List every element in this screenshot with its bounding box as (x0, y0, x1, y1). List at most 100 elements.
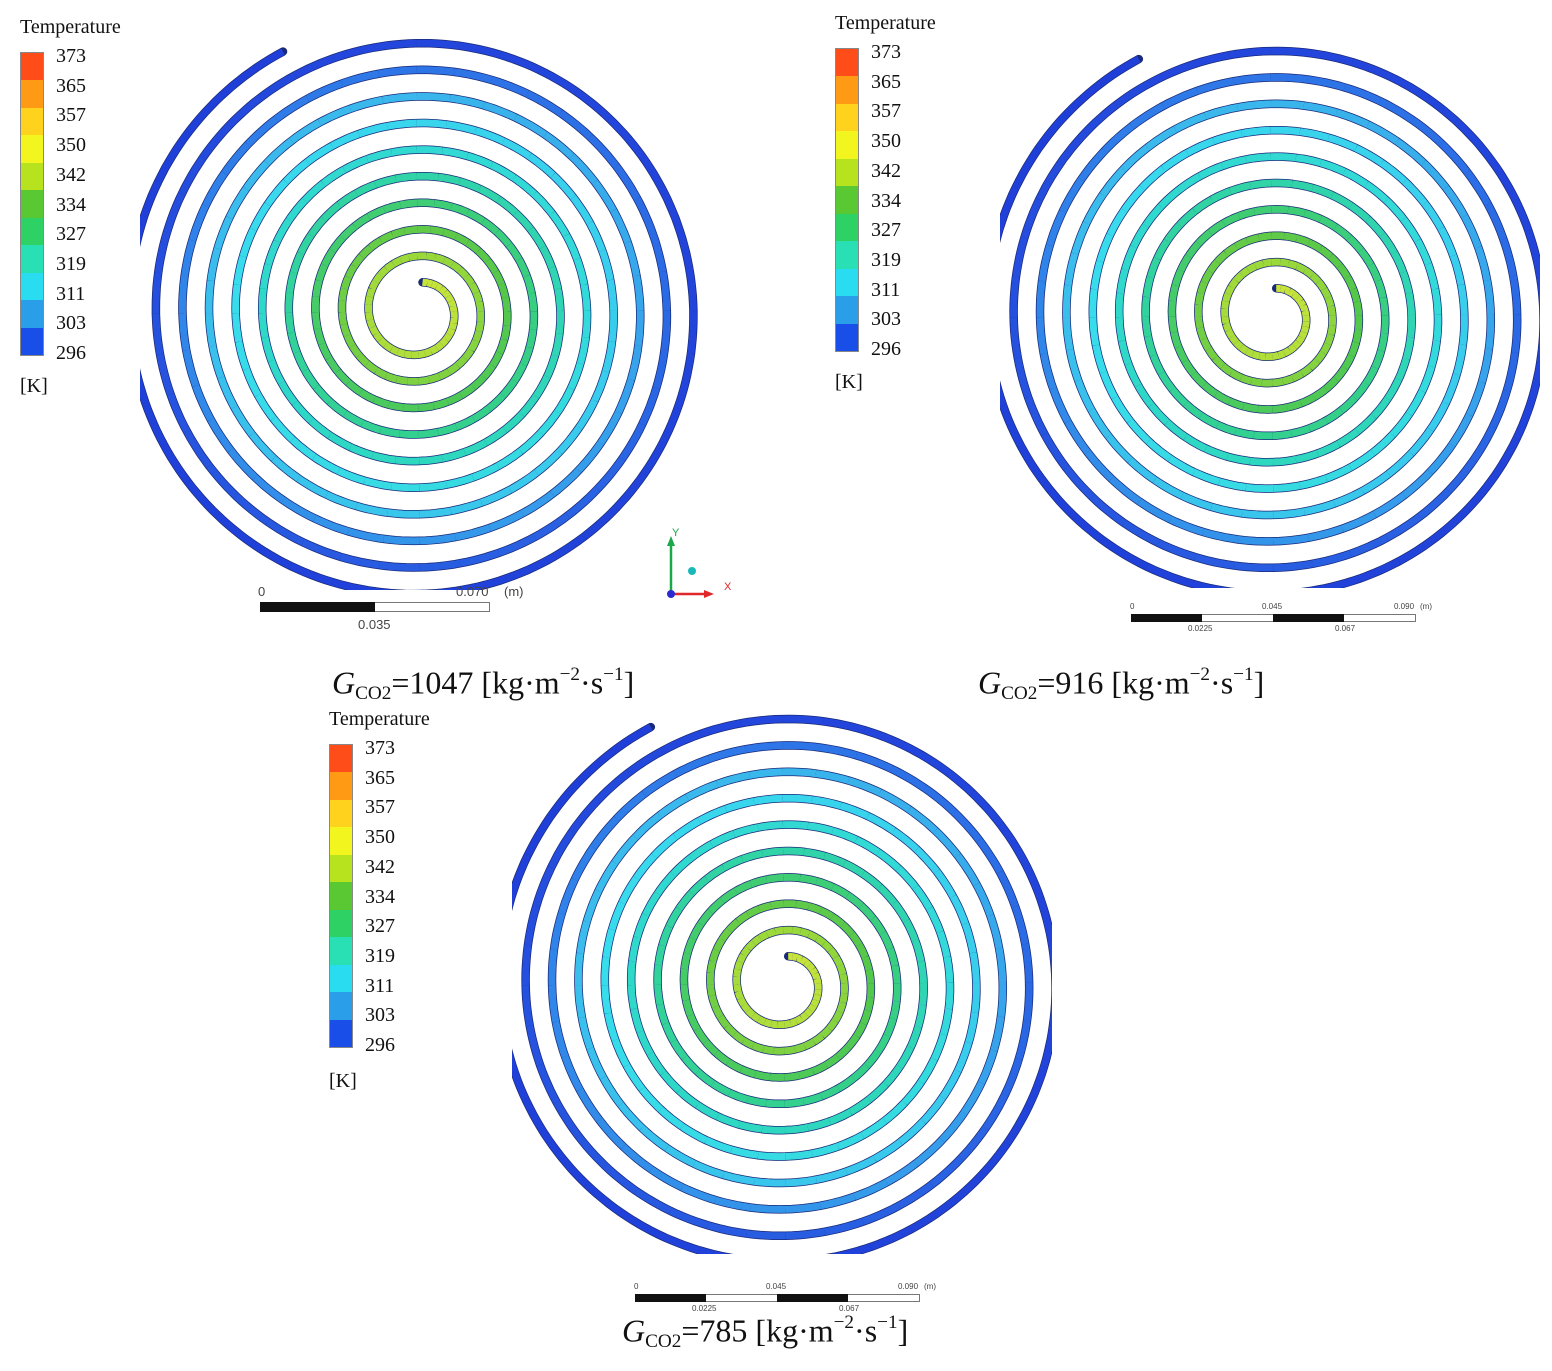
spiral-tube-segment (501, 296, 511, 312)
spiral-tube-segment (416, 146, 443, 155)
spiral-tube-segment (374, 175, 397, 188)
spiral-tube-segment (687, 1013, 701, 1031)
spiral-tube-segment (1192, 468, 1221, 486)
legend-tick-label: 350 (56, 134, 86, 157)
spiral-tube-segment (1365, 216, 1385, 238)
spiral-tube-segment (387, 401, 405, 411)
spiral-tube-segment (1485, 154, 1515, 194)
spiral-tube-segment (639, 1125, 669, 1151)
spiral-tube-segment (1300, 365, 1313, 377)
spiral-tube-segment (753, 1177, 786, 1187)
spiral-tube-segment (292, 400, 314, 424)
spiral-tube-segment (500, 325, 511, 341)
spiral-tube-segment (733, 968, 742, 978)
spiral-tube-segment (1046, 209, 1066, 247)
spiral-tube-segment (1449, 254, 1465, 286)
spiral-tube-segment (359, 245, 373, 259)
spiral-tube-segment (1290, 425, 1311, 437)
spiral-tube-segment (1120, 144, 1150, 172)
scale-label-mid: 0.045 (1262, 602, 1283, 611)
spiral-tube-segment (1425, 95, 1463, 128)
caption-symbol: G (332, 664, 356, 701)
spiral-tube-segment (1295, 262, 1307, 274)
spiral-tube-segment (860, 1009, 872, 1026)
spiral-tube-segment (1333, 487, 1365, 507)
spiral-tube-segment (1220, 363, 1234, 376)
spiral-tube-segment (819, 907, 835, 920)
spiral-tube-segment (340, 223, 358, 241)
spiral-tube-segment (1270, 100, 1305, 110)
spiral-tube-segment (434, 341, 445, 352)
spiral-tube-segment (500, 378, 518, 398)
spiral-tube-segment (1142, 316, 1152, 338)
spiral-tube-segment (804, 1007, 814, 1017)
spiral-tube-segment (670, 1039, 688, 1060)
spiral-tube-segment (634, 148, 664, 188)
spiral-tube-segment (926, 906, 944, 934)
spiral-tube-segment (710, 1080, 731, 1096)
spiral-tube-segment (1116, 268, 1129, 294)
spiral-tube-segment (496, 196, 518, 216)
spiral-tube-segment (807, 822, 834, 835)
spiral-tube-segment (396, 348, 406, 358)
spiral-tube-segment (508, 469, 539, 493)
spiral-tube-segment (1177, 254, 1192, 272)
spiral-tube-segment (524, 814, 554, 858)
length-scale-bar: 0 0.070 (m) 0.035 (258, 584, 524, 634)
spiral-tube-segment (919, 982, 928, 1006)
scale-label-start: 0 (1130, 602, 1135, 611)
spiral-tube-segment (336, 467, 366, 485)
spiral-tube-segment (554, 288, 564, 312)
scale-label-end: 0.090 (898, 1282, 919, 1291)
legend-title: Temperature (329, 708, 430, 730)
spiral-tube-segment (997, 982, 1007, 1018)
spiral-tube-segment (265, 518, 305, 546)
spiral-tube-segment (1168, 516, 1205, 536)
spiral-tube-segment (515, 257, 530, 278)
spiral-tube-segment (417, 350, 426, 359)
spiral-tube-segment (364, 361, 379, 374)
spiral-tube-segment (1303, 209, 1323, 223)
spiral-tube-segment (484, 258, 499, 274)
spiral-tube-segment (550, 172, 577, 200)
spiral-tube-segment (885, 1160, 919, 1186)
spiral-tube-segment (1228, 278, 1239, 289)
spiral-tube-segment (454, 233, 470, 246)
spiral-tube-segment (657, 1231, 701, 1254)
spiral-tube-segment (366, 287, 376, 298)
spiral-tube-segment (1272, 403, 1288, 413)
spiral-tube-segment (520, 346, 533, 367)
spiral-tube-segment (1528, 356, 1540, 400)
spiral-tube-segment (692, 1160, 725, 1179)
spiral-tube-segment (642, 891, 661, 917)
spiral-tube-segment (1336, 263, 1351, 279)
spiral-tube-segment (695, 1069, 715, 1087)
spiral-tube-segment (1168, 300, 1176, 317)
spiral-tube-segment (554, 1149, 589, 1187)
legend-tick-label: 373 (871, 41, 901, 63)
spiral-tube-segment (368, 237, 383, 251)
legend-color-swatch (330, 882, 352, 910)
spiral-tube-segment (649, 232, 667, 273)
spiral-tube-segment (528, 292, 538, 312)
spiral-tube-segment (1204, 445, 1229, 460)
spiral-tube-segment (1402, 336, 1415, 360)
spiral-tube-segment (1461, 214, 1482, 249)
spiral-tube-segment (1164, 419, 1188, 440)
legend-title: Temperature (20, 16, 121, 38)
spiral-tube-segment (746, 905, 761, 918)
spiral-tube-segment (1292, 339, 1302, 349)
spiral-tube-segment (270, 416, 295, 442)
spiral-tube-segment (1483, 279, 1495, 315)
spiral-tube-segment (595, 770, 631, 803)
spiral-tube-segment (945, 1174, 983, 1209)
spiral-tube-segment (1437, 226, 1457, 257)
spiral-tube-segment (278, 380, 298, 405)
spiral-tube-segment (591, 179, 617, 213)
spiral-tube-segment (1291, 180, 1314, 192)
spiral-tube-segment (1427, 442, 1455, 475)
spiral-tube-segment (739, 1065, 757, 1078)
spiral-tube-segment (1064, 420, 1091, 455)
spiral-tube-segment (1148, 402, 1170, 425)
spiral-tube-segment (1241, 509, 1274, 519)
